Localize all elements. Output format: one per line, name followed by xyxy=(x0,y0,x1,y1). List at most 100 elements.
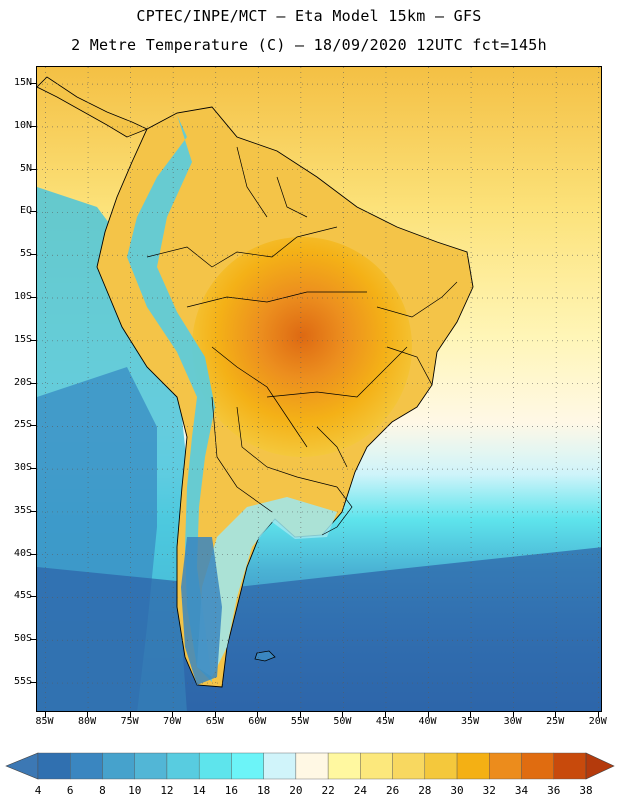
colorbar-swatch xyxy=(392,752,426,780)
colorbar-tick-label: 36 xyxy=(547,784,561,797)
colorbar-low-arrow xyxy=(5,752,39,780)
latitude-label: 30S xyxy=(13,462,32,474)
latitude-label: 10N xyxy=(13,119,32,131)
longitude-label: 60W xyxy=(248,716,267,727)
colorbar-swatch xyxy=(102,752,135,780)
country-borders xyxy=(146,146,458,536)
colorbar-tick-label: 16 xyxy=(224,784,239,797)
colorbar-tick-label: 18 xyxy=(257,784,271,797)
latitude-tick xyxy=(30,168,36,170)
central-america-landmass xyxy=(37,76,149,138)
colorbar-tick-label: 32 xyxy=(482,784,496,797)
longitude-label: 80W xyxy=(78,716,97,727)
colorbar-tick-label: 30 xyxy=(450,784,464,797)
latitude-tick xyxy=(30,639,36,641)
longitude-tick xyxy=(512,712,514,717)
longitude-label: 55W xyxy=(290,716,309,727)
longitude-label: 50W xyxy=(333,716,352,727)
colorbar-tick-label: 20 xyxy=(289,784,303,797)
falkland-islands xyxy=(254,650,276,662)
latitude-tick xyxy=(30,382,36,384)
colorbar-swatch xyxy=(166,752,200,780)
latitude-tick xyxy=(30,339,36,341)
colorbar-tick-label: 24 xyxy=(353,784,367,797)
latitude-label: 15S xyxy=(13,333,32,345)
colorbar-swatch xyxy=(37,752,71,780)
longitude-label: 40W xyxy=(418,716,437,727)
latitude-label: 45S xyxy=(13,590,32,602)
colorbar-swatch xyxy=(295,752,329,780)
colorbar-swatch xyxy=(327,752,361,780)
latitude-tick xyxy=(30,297,36,299)
longitude-tick xyxy=(87,712,89,717)
latitude-tick xyxy=(30,510,36,512)
colorbar-tick-label: 6 xyxy=(66,784,74,797)
colorbar-swatch xyxy=(521,752,554,780)
latitude-label: 5S xyxy=(19,248,32,260)
latitude-tick xyxy=(30,211,36,213)
latitude-tick xyxy=(30,254,36,256)
latitude-tick xyxy=(30,83,36,85)
latitude-tick xyxy=(30,553,36,555)
longitude-label: 30W xyxy=(503,716,522,727)
latitude-label: 35S xyxy=(13,504,32,516)
longitude-tick xyxy=(299,712,301,717)
latitude-label: 20S xyxy=(13,376,32,388)
colorbar-swatch xyxy=(456,752,490,780)
longitude-label: 85W xyxy=(35,716,54,727)
latitude-label: 25S xyxy=(13,419,32,431)
colorbar-swatch xyxy=(134,752,168,780)
longitude-tick xyxy=(470,712,472,717)
colorbar-tick-label: 26 xyxy=(385,784,400,797)
longitude-label: 75W xyxy=(120,716,139,727)
colorbar-high-arrow xyxy=(585,752,615,780)
colorbar-swatch xyxy=(231,752,264,780)
longitude-tick xyxy=(172,712,174,717)
map-title-line-2: 2 Metre Temperature (C) – 18/09/2020 12U… xyxy=(71,36,547,54)
latitude-label: 55S xyxy=(13,676,32,688)
colorbar-tick-label: 38 xyxy=(579,784,593,797)
colorbar-swatch xyxy=(263,752,297,780)
longitude-label: 70W xyxy=(163,716,182,727)
colorbar-swatch xyxy=(70,752,103,780)
latitude-tick xyxy=(30,425,36,427)
colorbar-tick-label: 8 xyxy=(99,784,106,797)
longitude-tick xyxy=(44,712,46,717)
map-title-line-1: CPTEC/INPE/MCT – Eta Model 15km – GFS xyxy=(136,7,482,25)
colorbar-swatch xyxy=(424,752,458,780)
colorbar-swatch xyxy=(198,752,232,780)
colorbar-tick-label: 4 xyxy=(34,784,42,797)
temperature-map xyxy=(36,66,602,712)
longitude-tick xyxy=(214,712,216,717)
latitude-tick xyxy=(30,596,36,598)
latitude-label: 10S xyxy=(13,291,32,303)
longitude-label: 65W xyxy=(205,716,224,727)
colorbar-tick-label: 10 xyxy=(128,784,142,797)
longitude-tick xyxy=(427,712,429,717)
latitude-label: 40S xyxy=(13,547,32,559)
latitude-label: 15N xyxy=(13,77,32,89)
colorbar-tick-label: 14 xyxy=(192,784,206,797)
colorbar-tick-label: 22 xyxy=(321,784,335,797)
colorbar-tick-label: 28 xyxy=(418,784,432,797)
latitude-label: EQ xyxy=(19,205,32,217)
longitude-tick xyxy=(384,712,386,717)
southern-cone-cool xyxy=(197,497,337,677)
longitude-tick xyxy=(342,712,344,717)
longitude-tick xyxy=(129,712,131,717)
latitude-tick xyxy=(30,468,36,470)
patagonia-cold xyxy=(181,537,222,685)
temperature-colorbar xyxy=(5,752,615,780)
colorbar-swatch xyxy=(553,752,587,780)
colorbar-swatch xyxy=(360,752,393,780)
latitude-tick xyxy=(30,682,36,684)
longitude-tick xyxy=(257,712,259,717)
longitude-label: 20W xyxy=(588,716,607,727)
interior-hot-core xyxy=(192,237,412,457)
longitude-tick xyxy=(597,712,599,717)
colorbar-swatch xyxy=(489,752,522,780)
latitude-label: 50S xyxy=(13,633,32,645)
colorbar-tick-label: 12 xyxy=(160,784,174,797)
longitude-label: 45W xyxy=(375,716,394,727)
longitude-tick xyxy=(555,712,557,717)
